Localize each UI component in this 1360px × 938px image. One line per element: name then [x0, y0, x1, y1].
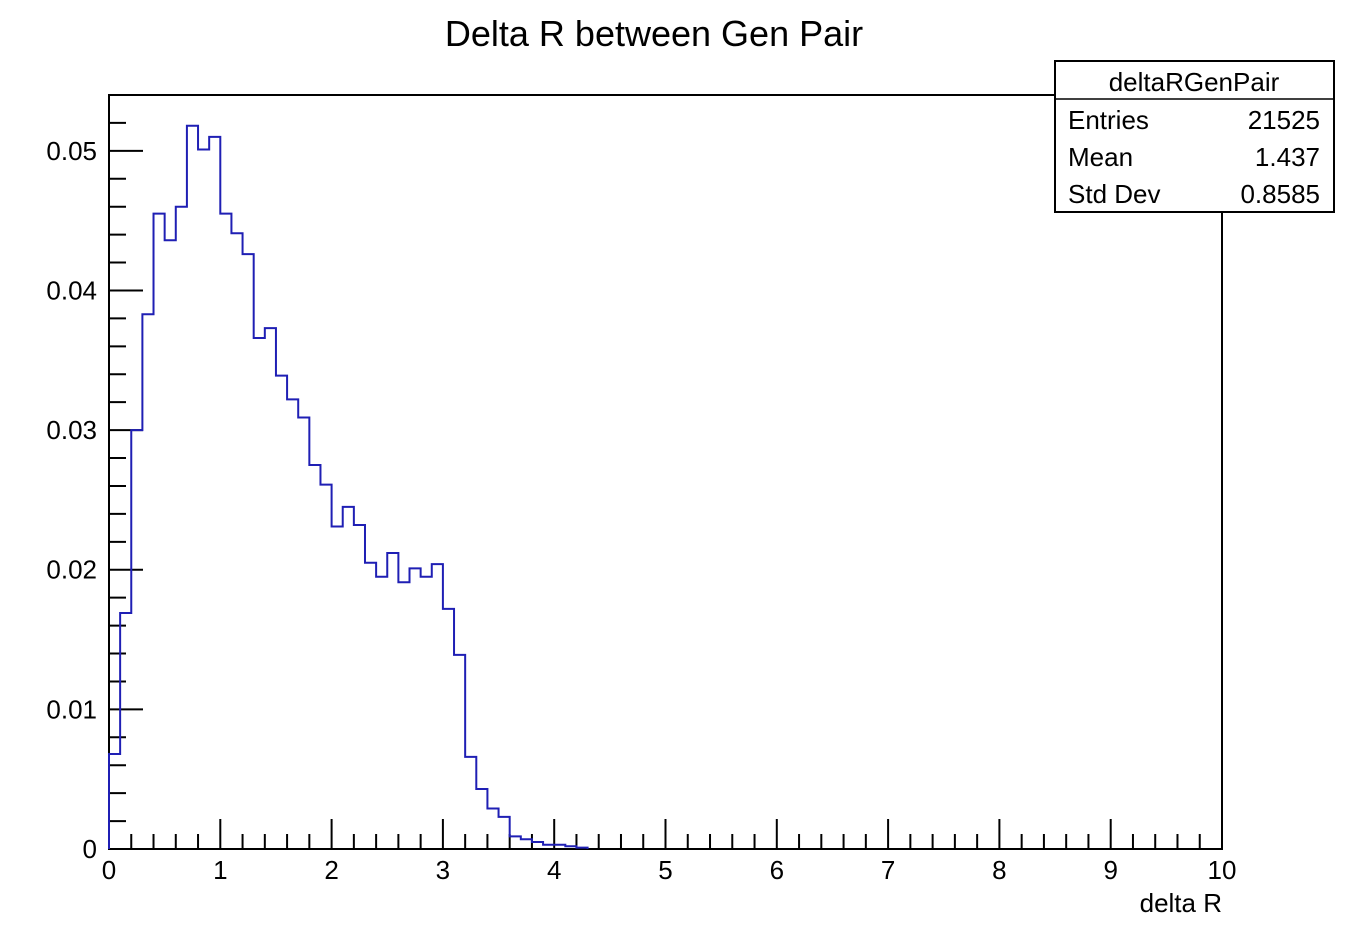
histogram-bin [109, 754, 120, 849]
stats-box-name: deltaRGenPair [1109, 67, 1280, 97]
histogram-series [108, 124, 589, 849]
histogram-bin [443, 609, 454, 849]
histogram-bin [120, 613, 131, 849]
x-axis-ticks: 0 1 2 3 4 5 6 7 8 9 10 [102, 819, 1237, 885]
x-axis-label: delta R [1140, 888, 1222, 918]
histogram-bin [532, 842, 543, 849]
histogram-bin [276, 376, 287, 849]
histogram-bin [243, 254, 254, 849]
histogram-bin [198, 149, 209, 849]
histogram-bin [398, 582, 409, 849]
histogram-bin [154, 214, 165, 849]
y-tick-label: 0.04 [46, 275, 97, 305]
x-tick-label: 3 [436, 855, 450, 885]
histogram-bin [499, 817, 510, 849]
histogram-bin [287, 399, 298, 849]
histogram-bin [343, 507, 354, 849]
histogram-bin [265, 328, 276, 849]
x-tick-label: 4 [547, 855, 561, 885]
histogram-bin [454, 655, 465, 849]
histogram-bin [254, 338, 265, 849]
histogram-bin [487, 809, 498, 849]
histogram-bin [465, 757, 476, 849]
histogram-bin [476, 789, 487, 849]
x-tick-label: 1 [213, 855, 227, 885]
stats-box: deltaRGenPair Entries 21525 Mean 1.437 S… [1054, 60, 1335, 213]
histogram-bin [142, 314, 153, 849]
histogram-bin [209, 137, 220, 849]
histogram-bin [354, 525, 365, 849]
histogram-bin [565, 846, 576, 849]
histogram-bin [543, 845, 554, 849]
x-tick-label: 5 [658, 855, 672, 885]
histogram-bin [387, 553, 398, 849]
stats-box-border [1054, 60, 1335, 213]
chart-title: Delta R between Gen Pair [445, 13, 863, 54]
histogram-bin [410, 568, 421, 849]
histogram-bin [220, 214, 231, 849]
histogram-bin [332, 526, 343, 849]
histogram-bin [187, 126, 198, 849]
histogram-bin [365, 563, 376, 849]
y-axis-ticks: 0 0.01 0.02 0.03 0.04 0.05 [46, 94, 143, 864]
histogram-bin [421, 577, 432, 849]
x-tick-label: 0 [102, 855, 116, 885]
x-tick-label: 2 [324, 855, 338, 885]
histogram-bin [131, 430, 142, 849]
histogram-outline [108, 124, 589, 849]
stats-mean-label: Mean [1068, 142, 1133, 172]
histogram-bin [432, 564, 443, 849]
x-tick-label: 7 [881, 855, 895, 885]
stats-entries-value: 21525 [1248, 105, 1320, 135]
y-tick-label: 0.05 [46, 136, 97, 166]
histogram-bin [510, 836, 521, 849]
histogram-bin [521, 839, 532, 849]
x-tick-label: 10 [1208, 855, 1237, 885]
histogram-bin [231, 233, 242, 849]
stats-stddev-label: Std Dev [1068, 179, 1161, 209]
stats-entries-label: Entries [1068, 105, 1149, 135]
histogram-bin [309, 465, 320, 849]
histogram-bin [376, 577, 387, 849]
stats-stddev-value: 0.8585 [1240, 179, 1320, 209]
histogram-bin [298, 418, 309, 849]
y-tick-label: 0 [83, 834, 97, 864]
x-tick-label: 8 [992, 855, 1006, 885]
histogram-bin [176, 207, 187, 849]
y-tick-label: 0.02 [46, 555, 97, 585]
histogram-bin [576, 848, 587, 849]
y-tick-label: 0.03 [46, 415, 97, 445]
stats-mean-value: 1.437 [1255, 142, 1320, 172]
y-tick-label: 0.01 [46, 694, 97, 724]
x-tick-label: 6 [770, 855, 784, 885]
histogram-bin [320, 485, 331, 849]
x-tick-label: 9 [1103, 855, 1117, 885]
histogram-bin [554, 845, 565, 849]
histogram-bin [165, 240, 176, 849]
